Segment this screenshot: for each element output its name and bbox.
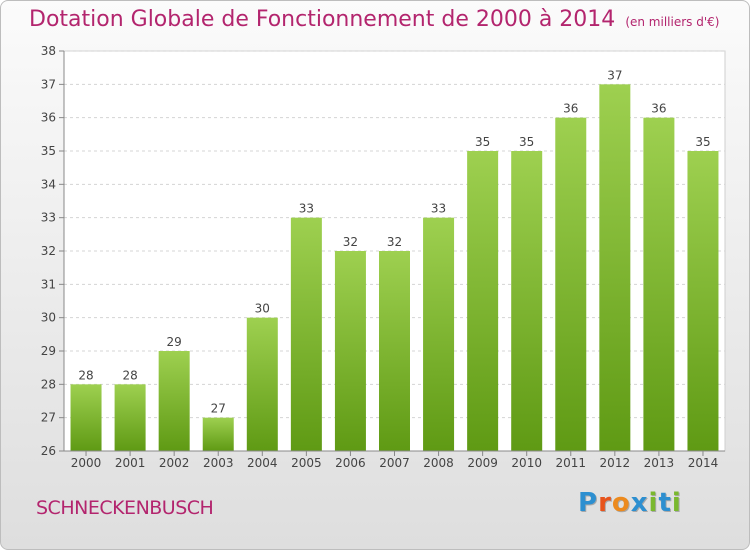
y-tick-label: 30 [41, 311, 56, 325]
y-axis: 26 27 28 29 30 31 32 33 34 35 36 37 38 [41, 44, 65, 458]
y-tick-label: 32 [41, 244, 56, 258]
logo-letter: r [598, 488, 612, 518]
bar [158, 351, 190, 451]
x-tick-label: 2001 [115, 456, 146, 470]
x-tick-label: 2008 [423, 456, 454, 470]
x-tick-label: 2007 [379, 456, 410, 470]
x-tick-label: 2006 [335, 456, 366, 470]
y-tick-label: 36 [41, 111, 56, 125]
x-axis: 2000 2001 2002 2003 2004 2005 2006 2007 2008 2009… [64, 450, 725, 470]
bars: 28 28 29 27 30 33 32 32 33 35 35 36 37 36 35 [70, 68, 719, 452]
bar [555, 117, 587, 452]
bar-value-label: 28 [122, 368, 137, 382]
bar-value-label: 32 [387, 235, 402, 249]
y-tick-label: 34 [41, 177, 56, 191]
bar-value-label: 37 [607, 68, 622, 82]
y-tick-label: 35 [41, 144, 56, 158]
y-tick-label: 31 [41, 277, 56, 291]
bar [687, 151, 719, 451]
x-tick-label: 2012 [600, 456, 631, 470]
logo-letter: i [648, 488, 659, 518]
y-tick-label: 28 [41, 377, 56, 391]
bar-value-label: 29 [167, 335, 182, 349]
commune-name: SCHNECKENBUSCH [36, 497, 214, 519]
bar-value-label: 35 [475, 135, 490, 149]
bar [423, 217, 455, 451]
bar-value-label: 27 [211, 402, 226, 416]
bar-value-label: 32 [343, 235, 358, 249]
y-tick-label: 37 [41, 77, 56, 91]
bar [70, 384, 102, 451]
bar [334, 251, 366, 451]
bar [379, 251, 410, 451]
proxiti-logo: Proxiti [578, 488, 682, 518]
logo-letter: i [671, 488, 682, 518]
x-tick-label: 2013 [644, 456, 675, 470]
chart-subtitle: (en milliers d'€) [625, 15, 720, 29]
bar-value-label: 33 [431, 202, 446, 216]
logo-letter: o [611, 488, 631, 518]
x-tick-label: 2002 [159, 456, 190, 470]
logo-letter: t [658, 488, 672, 518]
title-text: Dotation Globale de Fonctionnement de 20… [29, 7, 616, 32]
y-tick-label: 38 [41, 44, 56, 58]
bar-value-label: 35 [695, 135, 710, 149]
bar [114, 384, 146, 451]
bar-value-label: 28 [78, 368, 93, 382]
bar [467, 151, 499, 451]
bar-value-label: 33 [299, 202, 314, 216]
chart-title: Dotation Globale de Fonctionnement de 20… [29, 7, 719, 32]
logo-letter: x [630, 488, 649, 518]
y-tick-label: 26 [41, 444, 56, 458]
bar-value-label: 30 [255, 302, 270, 316]
bar [246, 317, 278, 451]
bar [599, 84, 631, 451]
bar-value-label: 36 [563, 102, 578, 116]
logo-letter: P [578, 488, 599, 518]
x-tick-label: 2009 [467, 456, 498, 470]
bar-value-label: 35 [519, 135, 534, 149]
x-tick-label: 2000 [71, 456, 102, 470]
y-tick-label: 33 [41, 211, 56, 225]
x-tick-label: 2011 [555, 456, 586, 470]
y-tick-label: 29 [41, 344, 56, 358]
bar-value-label: 36 [651, 102, 666, 116]
bar [643, 117, 675, 452]
x-tick-label: 2003 [203, 456, 234, 470]
x-tick-label: 2014 [688, 456, 719, 470]
y-tick-label: 27 [41, 411, 56, 425]
x-tick-label: 2010 [511, 456, 542, 470]
x-tick-label: 2004 [247, 456, 278, 470]
x-tick-label: 2005 [291, 456, 322, 470]
bar [202, 417, 234, 451]
bar [290, 217, 322, 451]
bar [511, 151, 543, 451]
